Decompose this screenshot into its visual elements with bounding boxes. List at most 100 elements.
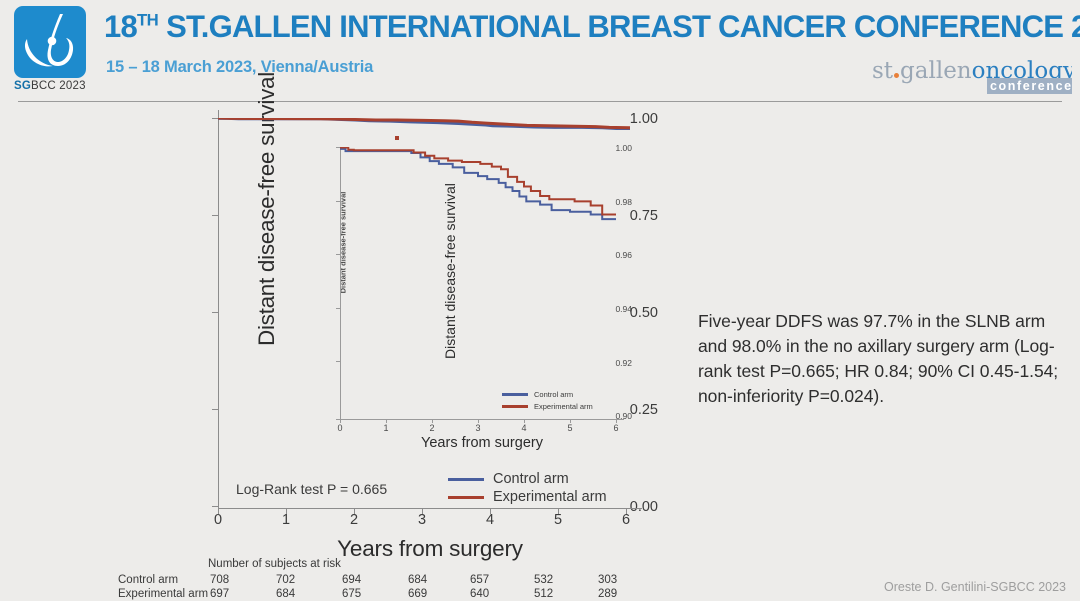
inset-x-tick-mark (478, 419, 479, 423)
risk-value: 675 (342, 588, 362, 600)
main-x-tick-label: 6 (621, 512, 631, 528)
legend-swatch-control-icon (448, 477, 484, 481)
inset-y-tick-label: 1.00 (615, 143, 632, 153)
km-curve-experimental-arm (218, 118, 630, 128)
legend-label-experimental: Experimental arm (493, 489, 607, 505)
main-x-tick-label: 3 (417, 512, 427, 528)
inset-y-tick-mark (336, 147, 340, 148)
main-x-tick-mark (558, 508, 559, 514)
inset-legend-swatch-control-icon (502, 393, 528, 396)
stray-marker-icon (395, 136, 399, 140)
main-y-tick-mark (212, 409, 218, 410)
inset-legend-item-experimental: Experimental arm (502, 401, 593, 412)
inset-x-tick-mark (524, 419, 525, 423)
risk-value: 697 (210, 588, 230, 600)
main-x-tick-mark (286, 508, 287, 514)
main-x-tick-label: 1 (281, 512, 291, 528)
inset-x-tick-label: 1 (383, 423, 389, 433)
sgo-orange-dot-icon (894, 73, 900, 78)
risk-value: 512 (534, 588, 554, 600)
risk-value: 532 (534, 574, 554, 586)
main-logrank-annotation: Log-Rank test P = 0.665 (236, 481, 388, 497)
risk-value: 684 (408, 574, 428, 586)
slide-header: SGBCC 2023 18TH ST.GALLEN INTERNATIONAL … (0, 0, 1080, 102)
inset-x-tick-mark (386, 419, 387, 423)
inset-x-axis-title: Years from surgery (421, 435, 543, 451)
main-y-tick-mark (212, 215, 218, 216)
main-km-plot-area (218, 118, 630, 508)
inset-x-tick-label: 3 (475, 423, 481, 433)
sgbcc-logo-caption: SGBCC 2023 (14, 80, 110, 92)
main-y-tick-label: 1.00 (629, 111, 658, 127)
risk-table-title: Number of subjects at risk (208, 558, 341, 570)
km-curve-experimental-arm (340, 148, 616, 215)
inset-chart-legend: Control arm Experimental arm (502, 389, 593, 413)
main-x-tick-label: 0 (213, 512, 223, 528)
title-rest: ST.GALLEN INTERNATIONAL BREAST CANCER CO… (158, 8, 1080, 44)
inset-x-tick-label: 2 (429, 423, 435, 433)
inset-y-tick-mark (336, 307, 340, 309)
main-x-tick-mark (422, 508, 423, 514)
inset-y-tick-label: 0.90 (615, 411, 632, 421)
main-y-tick-label: 0.25 (629, 402, 658, 418)
inset-x-tick-label: 4 (521, 423, 527, 433)
legend-item-control: Control arm (448, 471, 607, 487)
risk-value: 640 (470, 588, 490, 600)
header-divider (18, 101, 1062, 102)
inset-legend-item-control: Control arm (502, 389, 593, 400)
risk-value: 708 (210, 574, 230, 586)
logo-caption-rest: BCC 2023 (31, 80, 86, 92)
inset-x-tick-mark (340, 419, 341, 423)
main-y-tick-mark (212, 312, 218, 313)
main-x-tick-mark (490, 508, 491, 514)
main-y-tick-label: 0.50 (629, 305, 658, 321)
inset-y-tick-label: 0.96 (615, 250, 632, 260)
main-x-tick-label: 5 (553, 512, 563, 528)
conference-title: 18TH ST.GALLEN INTERNATIONAL BREAST CANC… (104, 8, 1080, 45)
legend-label-control: Control arm (493, 471, 569, 487)
risk-value: 303 (598, 574, 618, 586)
result-summary-text: Five-year DDFS was 97.7% in the SLNB arm… (698, 311, 1059, 406)
sgo-conferences-text: conferences (987, 78, 1072, 94)
inset-x-tick-mark (432, 419, 433, 423)
inset-legend-label-experimental: Experimental arm (534, 402, 593, 411)
main-y-tick-label: 0.00 (629, 499, 658, 515)
inset-x-tick-label: 0 (337, 423, 343, 433)
title-ordinal: TH (136, 10, 159, 30)
inset-x-tick-label: 5 (567, 423, 573, 433)
inset-legend-swatch-experimental-icon (502, 405, 528, 408)
inset-y-axis-title: Distant disease-free survival (442, 183, 458, 359)
inset-x-tick-mark (570, 419, 571, 423)
main-x-axis-line (218, 508, 642, 509)
inset-y-tick-label: 0.92 (615, 357, 632, 368)
risk-value: 702 (276, 574, 296, 586)
risk-value: 657 (470, 574, 490, 586)
main-x-tick-mark (626, 508, 627, 514)
main-x-tick-mark (354, 508, 355, 514)
inset-x-tick-mark (616, 419, 617, 423)
risk-row-label-experimental: Experimental arm (118, 588, 209, 600)
risk-value: 684 (276, 588, 296, 600)
inset-legend-label-control: Control arm (534, 390, 574, 399)
risk-value: 669 (408, 588, 428, 600)
inset-y-tick-mark (336, 419, 340, 420)
conference-date: 15 – 18 March 2023, Vienna/Austria (106, 58, 374, 76)
title-number: 18 (104, 8, 138, 44)
inset-y-axis-line (340, 147, 341, 419)
km-curve-control-arm (340, 149, 616, 219)
main-x-axis-title: Years from surgery (337, 536, 523, 561)
main-y-axis-line (218, 110, 219, 508)
footer-credit: Oreste D. Gentilini-SGBCC 2023 (883, 580, 1066, 594)
inset-y-tick-label: 0.98 (615, 196, 632, 207)
main-y-tick-mark (212, 506, 218, 507)
inset-km-plot-area (340, 147, 616, 419)
risk-value: 289 (598, 588, 618, 600)
logo-caption-bold: SG (14, 80, 32, 92)
main-x-tick-label: 4 (485, 512, 495, 528)
main-km-chart: Distant disease-free survival 1.00 0.75 … (118, 72, 658, 561)
sgo-st-text: st (872, 58, 894, 84)
inset-y-tick-mark (336, 361, 340, 363)
sgo-logo-line1: st gallenoncology (872, 58, 1072, 84)
legend-swatch-experimental-icon (448, 495, 484, 499)
